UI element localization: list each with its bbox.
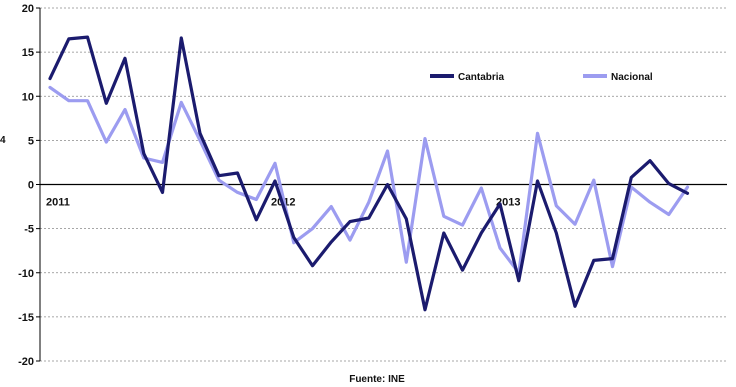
source-note: Fuente: INE [349, 374, 405, 385]
y-axis-ticks: -20 -15 -10 -5 0 5 10 15 20 [18, 3, 40, 368]
y-tick-label: -15 [18, 312, 34, 324]
y-tick-label: -10 [18, 268, 34, 280]
y-tick-label: 10 [22, 91, 34, 103]
series-line-nacional [48, 85, 690, 275]
y-tick-label: 20 [22, 3, 34, 15]
y-tick-label: -5 [24, 224, 34, 236]
legend-label-nacional: Nacional [611, 72, 653, 83]
legend: Cantabria Nacional [430, 72, 653, 83]
legend-label-cantabria: Cantabria [458, 72, 505, 83]
x-year-label: 2011 [46, 197, 70, 209]
x-year-label: 2013 [496, 197, 520, 209]
series-line-cantabria [48, 35, 690, 312]
grid-lines [40, 7, 727, 362]
side-label: 4 [0, 135, 6, 146]
y-tick-label: 15 [22, 47, 34, 59]
y-tick-label: 5 [28, 135, 34, 147]
y-tick-label: 0 [28, 180, 34, 192]
y-tick-label: -20 [18, 356, 34, 368]
series-lines [48, 35, 690, 312]
